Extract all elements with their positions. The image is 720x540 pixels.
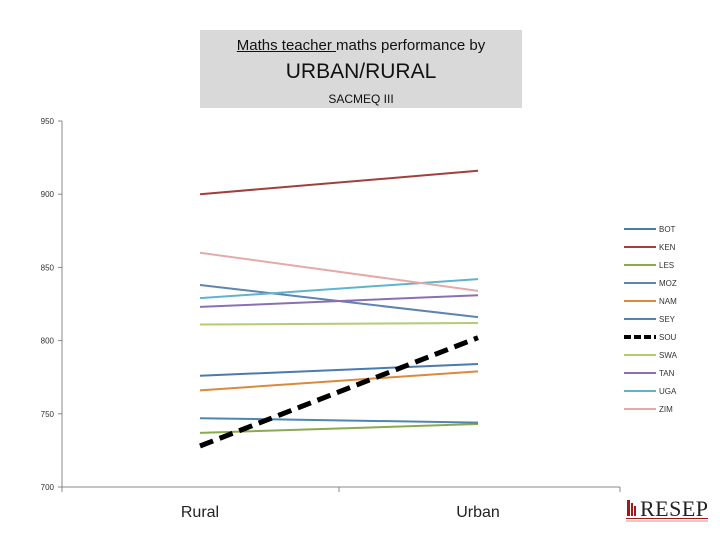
series-line-bot — [199, 363, 479, 377]
series-line-nam — [199, 370, 479, 392]
x-axis-categories: Rural Urban — [181, 504, 500, 521]
series-line-les — [199, 423, 479, 434]
legend-label-sou: SOU — [659, 333, 677, 342]
y-tick-label: 800 — [41, 337, 55, 346]
legend-label-sey: SEY — [659, 315, 676, 324]
logo-text: RESEP — [640, 496, 709, 521]
chart-title-underlined: Maths teacher — [236, 37, 336, 54]
series-line-sou — [199, 335, 479, 449]
logo-underline — [626, 518, 708, 519]
y-tick-label: 900 — [41, 190, 55, 199]
legend-label-zim: ZIM — [659, 405, 673, 414]
chart-subtitle: SACMEQ III — [328, 92, 394, 106]
y-tick-label: 750 — [41, 410, 55, 419]
series-line-tan — [199, 294, 479, 308]
chart-title-rest: maths performance by — [335, 37, 486, 54]
y-tick-label: 700 — [41, 483, 55, 492]
logo-subline — [626, 520, 708, 522]
legend-label-les: LES — [659, 261, 674, 270]
legend-label-tan: TAN — [659, 369, 675, 378]
chart-title-main: URBAN/RURAL — [285, 60, 437, 83]
x-category-label: Urban — [456, 504, 500, 521]
resep-logo: RESEP — [626, 496, 710, 528]
legend-label-moz: MOZ — [659, 279, 677, 288]
y-tick-label: 950 — [41, 117, 55, 126]
legend-label-swa: SWA — [659, 351, 678, 360]
x-category-label: Rural — [181, 504, 219, 521]
legend-label-bot: BOT — [659, 225, 676, 234]
y-axis-ticks: 700 750 800 850 900 950 — [41, 117, 62, 492]
chart-legend: BOT KEN LES MOZ NAM SEY SOU SWA TAN UGA ZIM — [624, 225, 678, 414]
legend-label-ken: KEN — [659, 243, 676, 252]
series-lines — [199, 169, 479, 449]
series-line-zim — [199, 251, 479, 292]
series-line-ken — [199, 169, 479, 196]
series-line-sey — [199, 417, 479, 424]
legend-label-uga: UGA — [659, 387, 677, 396]
y-tick-label: 850 — [41, 263, 55, 272]
chart-title-line1: Maths teacher maths performance by — [200, 37, 522, 54]
series-line-swa — [199, 322, 479, 326]
legend-label-nam: NAM — [659, 297, 677, 306]
chart-title-box: Maths teacher maths performance by URBAN… — [200, 30, 522, 108]
chart-axes — [61, 121, 621, 492]
logo-mark-icon — [627, 500, 636, 516]
series-line-uga — [199, 278, 479, 300]
